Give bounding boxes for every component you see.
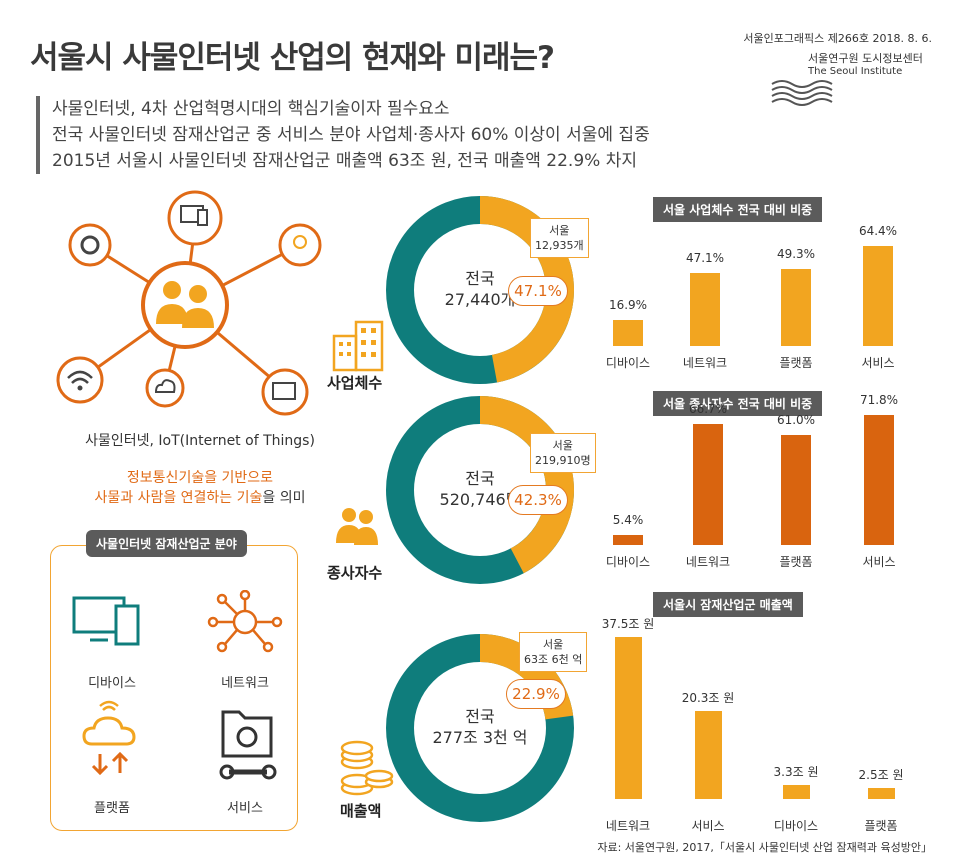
chart-title-business: 서울 사업체수 전국 대비 비중 bbox=[653, 197, 823, 222]
buildings-icon bbox=[332, 320, 384, 372]
bar-value-label: 3.3조 원 bbox=[773, 764, 819, 779]
chart-title-sales: 서울시 잠재산업군 매출액 bbox=[653, 592, 803, 617]
bar-category-label: 디바이스 bbox=[605, 356, 651, 370]
summary-line: 2015년 서울시 사물인터넷 잠재산업군 매출액 63조 원, 전국 매출액 … bbox=[52, 151, 637, 171]
bar-value-label: 47.1% bbox=[685, 250, 725, 265]
org-name-ko: 서울연구원 도시정보센터 bbox=[808, 52, 923, 65]
bar bbox=[613, 535, 643, 545]
bar bbox=[694, 711, 722, 799]
donut-center-label: 전국 520,746명 bbox=[410, 468, 550, 510]
seoul-institute-logo-icon bbox=[771, 80, 833, 106]
bar bbox=[863, 246, 893, 346]
bar-value-label: 71.8% bbox=[859, 393, 899, 407]
bar bbox=[781, 434, 811, 545]
issue-info: 서울인포그래픽스 제266호 2018. 8. 6. bbox=[743, 32, 932, 45]
seoul-value: 219,910명 bbox=[535, 454, 591, 467]
bar-category-label: 플랫폼 bbox=[779, 555, 813, 569]
bar-value-label: 66.7% bbox=[688, 402, 728, 417]
desc-line1: 정보통신기술을 기반으로 bbox=[126, 470, 274, 486]
bar bbox=[690, 272, 720, 346]
donut-center-label: 전국 27,440개 bbox=[410, 268, 550, 310]
gear-icon bbox=[80, 235, 100, 255]
field-label-service: 서비스 bbox=[227, 801, 263, 816]
platform-icon bbox=[82, 700, 136, 776]
bar-category-label: 서비스 bbox=[691, 819, 725, 833]
summary-line: 사물인터넷, 4차 산업혁명시대의 핵심기술이자 필수요소 bbox=[52, 99, 450, 119]
bar-value-label: 2.5조 원 bbox=[858, 768, 904, 783]
bar-category-label: 서비스 bbox=[861, 356, 895, 370]
bar bbox=[693, 424, 723, 545]
bar-value-label: 64.4% bbox=[858, 224, 898, 238]
seoul-label: 서울 bbox=[552, 439, 573, 452]
iot-hub-diagram bbox=[56, 190, 322, 416]
metric-label-sales: 매출액 bbox=[340, 802, 382, 820]
bar-value-label: 5.4% bbox=[612, 513, 644, 528]
seoul-value-box: 서울 219,910명 bbox=[530, 433, 596, 473]
bar-value-label: 20.3조 원 bbox=[681, 691, 735, 706]
desc-highlight: 사물과 사람을 연결하는 기술 bbox=[94, 490, 263, 506]
seoul-share-bubble: 47.1% bbox=[508, 276, 568, 306]
national-value: 27,440개 bbox=[444, 290, 516, 309]
lightbulb-icon bbox=[293, 235, 307, 249]
bar-value-label: 37.5조 원 bbox=[601, 617, 655, 631]
bar-value-label: 49.3% bbox=[776, 247, 816, 262]
iot-caption: 사물인터넷, IoT(Internet of Things) bbox=[85, 433, 315, 449]
bar-category-label: 디바이스 bbox=[605, 555, 651, 569]
seoul-value-box: 서울 63조 6천 억 bbox=[519, 632, 588, 672]
bar-category-label: 서비스 bbox=[862, 555, 896, 569]
folder-icon bbox=[272, 382, 296, 400]
national-value: 277조 3천 억 bbox=[432, 728, 528, 747]
summary: 사물인터넷, 4차 산업혁명시대의 핵심기술이자 필수요소 전국 사물인터넷 잠… bbox=[36, 96, 650, 174]
wifi-icon bbox=[67, 370, 93, 384]
cloud-icon bbox=[154, 379, 176, 393]
service-icon bbox=[219, 710, 277, 780]
metric-label-workers: 종사자수 bbox=[327, 564, 383, 582]
field-label-device: 디바이스 bbox=[88, 676, 136, 691]
coins-icon bbox=[340, 740, 394, 796]
national-label: 전국 bbox=[465, 469, 495, 488]
page-title: 서울시 사물인터넷 산업의 현재와 미래는? bbox=[30, 40, 555, 76]
national-value: 520,746명 bbox=[439, 490, 521, 509]
bar-category-label: 플랫폼 bbox=[864, 819, 898, 833]
desc-tail: 을 의미 bbox=[262, 490, 306, 506]
national-label: 전국 bbox=[465, 707, 495, 726]
bar bbox=[864, 415, 894, 545]
people-icon bbox=[156, 281, 214, 328]
device-icon bbox=[72, 596, 140, 646]
seoul-share-bubble: 22.9% bbox=[506, 679, 566, 709]
seoul-label: 서울 bbox=[549, 224, 570, 237]
summary-line: 전국 사물인터넷 잠재산업군 중 서비스 분야 사업체·종사자 60% 이상이 … bbox=[52, 125, 650, 145]
donut-center-label: 전국 277조 3천 억 bbox=[410, 706, 550, 748]
field-label-platform: 플랫폼 bbox=[94, 801, 130, 816]
bar bbox=[614, 637, 642, 799]
seoul-label: 서울 bbox=[543, 638, 564, 651]
source-note: 자료: 서울연구원, 2017,「서울시 사물인터넷 산업 잠재력과 육성방안」 bbox=[597, 841, 932, 854]
metric-label-business: 사업체수 bbox=[327, 374, 383, 392]
seoul-value: 63조 6천 억 bbox=[524, 653, 583, 666]
iot-description: 정보통신기술을 기반으로 사물과 사람을 연결하는 기술을 의미 bbox=[60, 468, 340, 508]
bar bbox=[613, 319, 643, 346]
chart-title-workers: 서울 종사자수 전국 대비 비중 bbox=[653, 391, 823, 416]
national-label: 전국 bbox=[465, 269, 495, 288]
bar bbox=[781, 269, 811, 346]
fields-title: 사물인터넷 잠재산업군 분야 bbox=[86, 530, 247, 557]
bar-category-label: 네트워크 bbox=[685, 555, 731, 569]
bar-value-label: 16.9% bbox=[608, 297, 648, 312]
bar-value-label: 61.0% bbox=[776, 412, 816, 427]
seoul-value-box: 서울 12,935개 bbox=[530, 218, 589, 258]
field-label-network: 네트워크 bbox=[221, 676, 269, 691]
bar bbox=[782, 784, 810, 799]
org-name-en: The Seoul Institute bbox=[808, 66, 903, 77]
seoul-share-bubble: 42.3% bbox=[508, 485, 568, 515]
bar-category-label: 플랫폼 bbox=[779, 356, 813, 370]
workers-icon bbox=[336, 508, 378, 545]
bar-category-label: 디바이스 bbox=[773, 819, 819, 833]
bar-category-label: 네트워크 bbox=[605, 819, 651, 833]
bar-category-label: 네트워크 bbox=[682, 356, 728, 370]
network-icon bbox=[207, 590, 283, 653]
bar bbox=[867, 788, 895, 799]
seoul-value: 12,935개 bbox=[535, 239, 584, 252]
